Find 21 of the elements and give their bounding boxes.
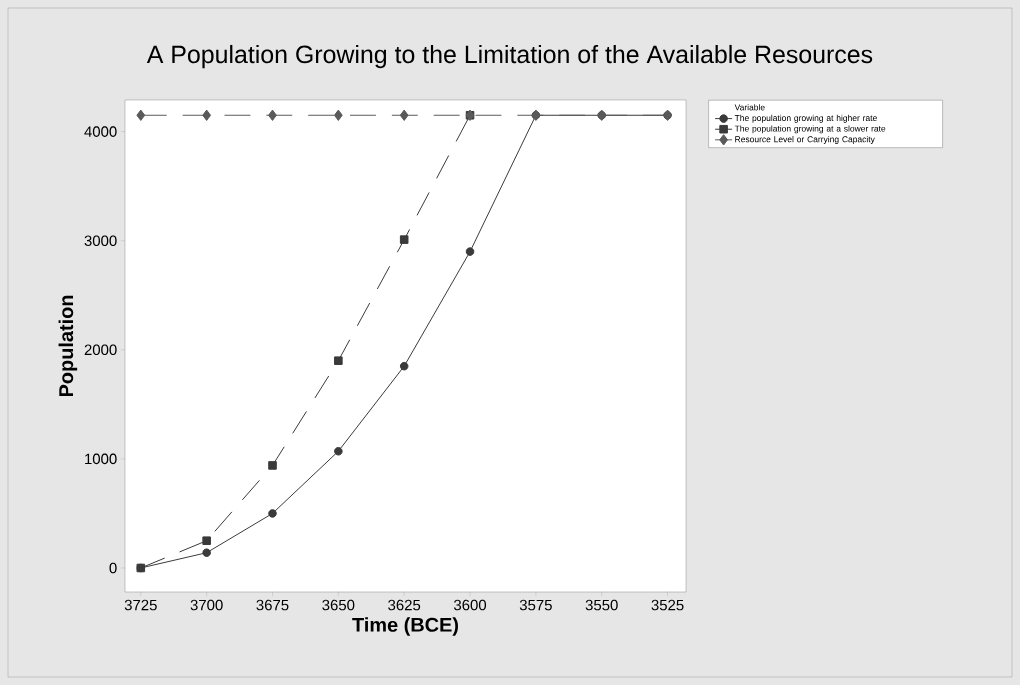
y-tick-label: 3000 (84, 235, 117, 246)
x-tick-label: 3700 (190, 599, 223, 611)
y-tick-label: 4000 (84, 126, 117, 137)
chart-title: A Population Growing to the Limitation of the Available Resources (146, 44, 873, 69)
y-tick-label: 0 (109, 562, 117, 574)
x-tick-label: 3525 (651, 599, 684, 611)
x-tick-label: 3675 (256, 599, 289, 611)
legend-title: Variable (734, 104, 765, 111)
legend-label: Resource Level or Carrying Capacity (735, 136, 875, 144)
x-tick-label: 3600 (453, 599, 487, 611)
x-tick-label: 3650 (322, 599, 355, 611)
x-tick-label: 3575 (519, 599, 552, 611)
y-tick-label: 1000 (85, 453, 117, 465)
x-axis-title: Time (BCE) (352, 617, 458, 636)
legend-label: The population growing at a slower rate (734, 125, 886, 134)
x-tick-label: 3550 (585, 599, 618, 611)
x-tick-label: 3725 (124, 599, 157, 611)
y-tick-label: 2000 (84, 344, 117, 356)
x-tick-label: 3625 (388, 599, 421, 611)
y-axis-title: Population (58, 295, 78, 397)
legend-label: The population growing at higher rate (734, 114, 877, 123)
